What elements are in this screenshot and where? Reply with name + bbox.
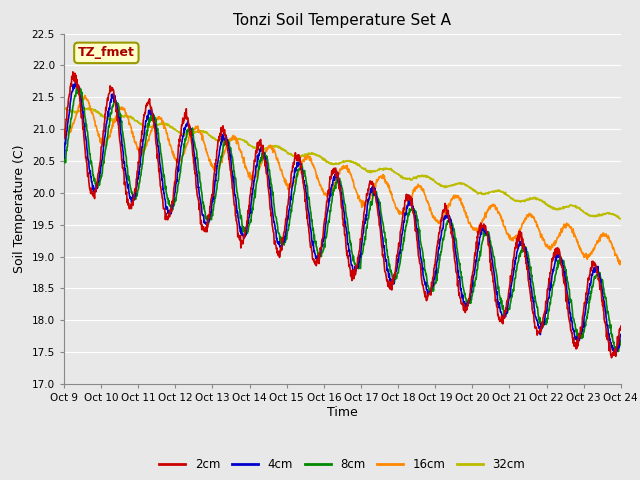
Legend: 2cm, 4cm, 8cm, 16cm, 32cm: 2cm, 4cm, 8cm, 16cm, 32cm bbox=[155, 454, 530, 476]
X-axis label: Time: Time bbox=[327, 406, 358, 419]
Text: TZ_fmet: TZ_fmet bbox=[78, 47, 135, 60]
Title: Tonzi Soil Temperature Set A: Tonzi Soil Temperature Set A bbox=[234, 13, 451, 28]
Y-axis label: Soil Temperature (C): Soil Temperature (C) bbox=[13, 144, 26, 273]
